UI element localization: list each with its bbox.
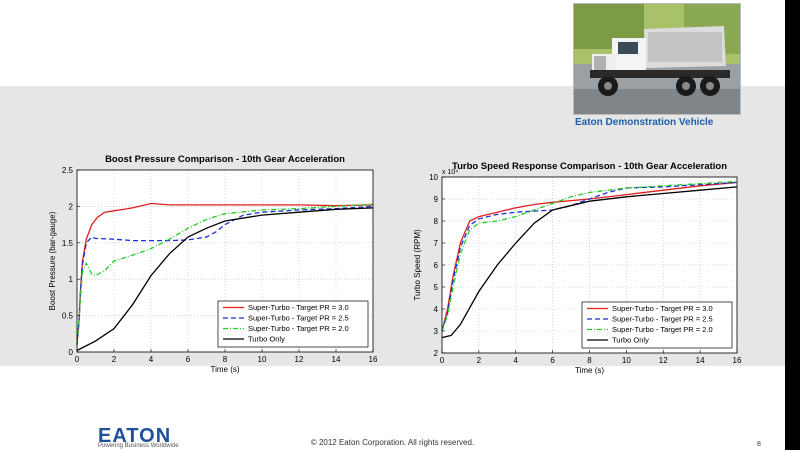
series-line-2 [76, 205, 374, 345]
x-tick-label: 4 [149, 355, 154, 364]
legend-entry: Super-Turbo - Target PR = 3.0 [248, 303, 349, 312]
x-tick-label: 6 [550, 356, 555, 365]
x-tick-label: 8 [587, 356, 592, 365]
y-tick-label: 4 [434, 305, 439, 314]
legend-entry: Super-Turbo - Target PR = 3.0 [612, 304, 713, 313]
vehicle-photo [573, 3, 741, 115]
legend-entry: Super-Turbo - Target PR = 2.0 [248, 324, 349, 333]
y-tick-label: 8 [434, 217, 439, 226]
x-tick-label: 14 [696, 356, 705, 365]
x-tick-label: 2 [477, 356, 482, 365]
legend-entry: Turbo Only [612, 336, 649, 345]
x-tick-label: 10 [622, 356, 631, 365]
legend-entry: Turbo Only [248, 335, 285, 344]
x-tick-label: 0 [440, 356, 445, 365]
y-tick-label: 6 [434, 261, 439, 270]
x-tick-label: 12 [295, 355, 304, 364]
x-tick-label: 16 [733, 356, 742, 365]
y-tick-label: 9 [434, 195, 439, 204]
chart-title: Boost Pressure Comparison - 10th Gear Ac… [105, 154, 345, 165]
photo-caption: Eaton Demonstration Vehicle [575, 117, 714, 128]
x-axis-label: Time (s) [210, 365, 239, 374]
y-tick-label: 0 [69, 348, 74, 357]
legend-entry: Super-Turbo - Target PR = 2.5 [248, 314, 349, 323]
screen-edge [785, 0, 800, 450]
legend-entry: Super-Turbo - Target PR = 2.5 [612, 315, 713, 324]
series-line-4 [441, 186, 738, 339]
y-tick-label: 1.5 [62, 239, 74, 248]
y-axis-label: Boost Pressure (bar-gauge) [48, 211, 57, 310]
x-tick-label: 0 [75, 355, 80, 364]
y-tick-label: 7 [434, 239, 439, 248]
boost-pressure-chart: 0 2 4 6 8 10 12 14 16 0 0.5 1 1.5 2 2.5 Boost Pressure … [48, 154, 378, 374]
series-line-3 [76, 203, 374, 345]
logo-tagline: Powering Business Worldwide [98, 443, 179, 449]
y-tick-label: 2 [434, 349, 439, 358]
copyright-text: © 2012 Eaton Corporation. All rights res… [310, 438, 475, 447]
legend-entry: Super-Turbo - Target PR = 2.0 [612, 325, 713, 334]
y-tick-label: 2.5 [62, 166, 74, 175]
chart-title: Turbo Speed Response Comparison - 10th G… [452, 161, 727, 172]
x-tick-label: 6 [186, 355, 191, 364]
x-tick-label: 8 [223, 355, 228, 364]
y-tick-label: 2 [69, 202, 74, 211]
x-tick-label: 14 [332, 355, 341, 364]
dump-truck-image [574, 4, 740, 114]
y-tick-label: 1 [69, 275, 74, 284]
page-number: 8 [757, 441, 761, 448]
y-tick-label: 3 [434, 327, 439, 336]
series-line-4 [76, 207, 374, 352]
y-tick-label: 0.5 [62, 312, 74, 321]
x-tick-label: 4 [514, 356, 519, 365]
x-tick-label: 16 [369, 355, 378, 364]
x-tick-label: 2 [112, 355, 117, 364]
y-tick-label: 10 [429, 173, 438, 182]
series-line-3 [441, 180, 738, 332]
eaton-logo: EATON [98, 425, 172, 447]
y-tick-label: 5 [434, 283, 439, 292]
x-tick-label: 10 [258, 355, 267, 364]
x-tick-label: 12 [659, 356, 668, 365]
series-line-1 [441, 181, 738, 332]
series-line-1 [76, 202, 374, 345]
y-multiplier-label: x 10⁴ [442, 169, 458, 176]
x-axis-label: Time (s) [575, 366, 604, 375]
y-axis-label: Turbo Speed (RPM) [413, 229, 422, 301]
